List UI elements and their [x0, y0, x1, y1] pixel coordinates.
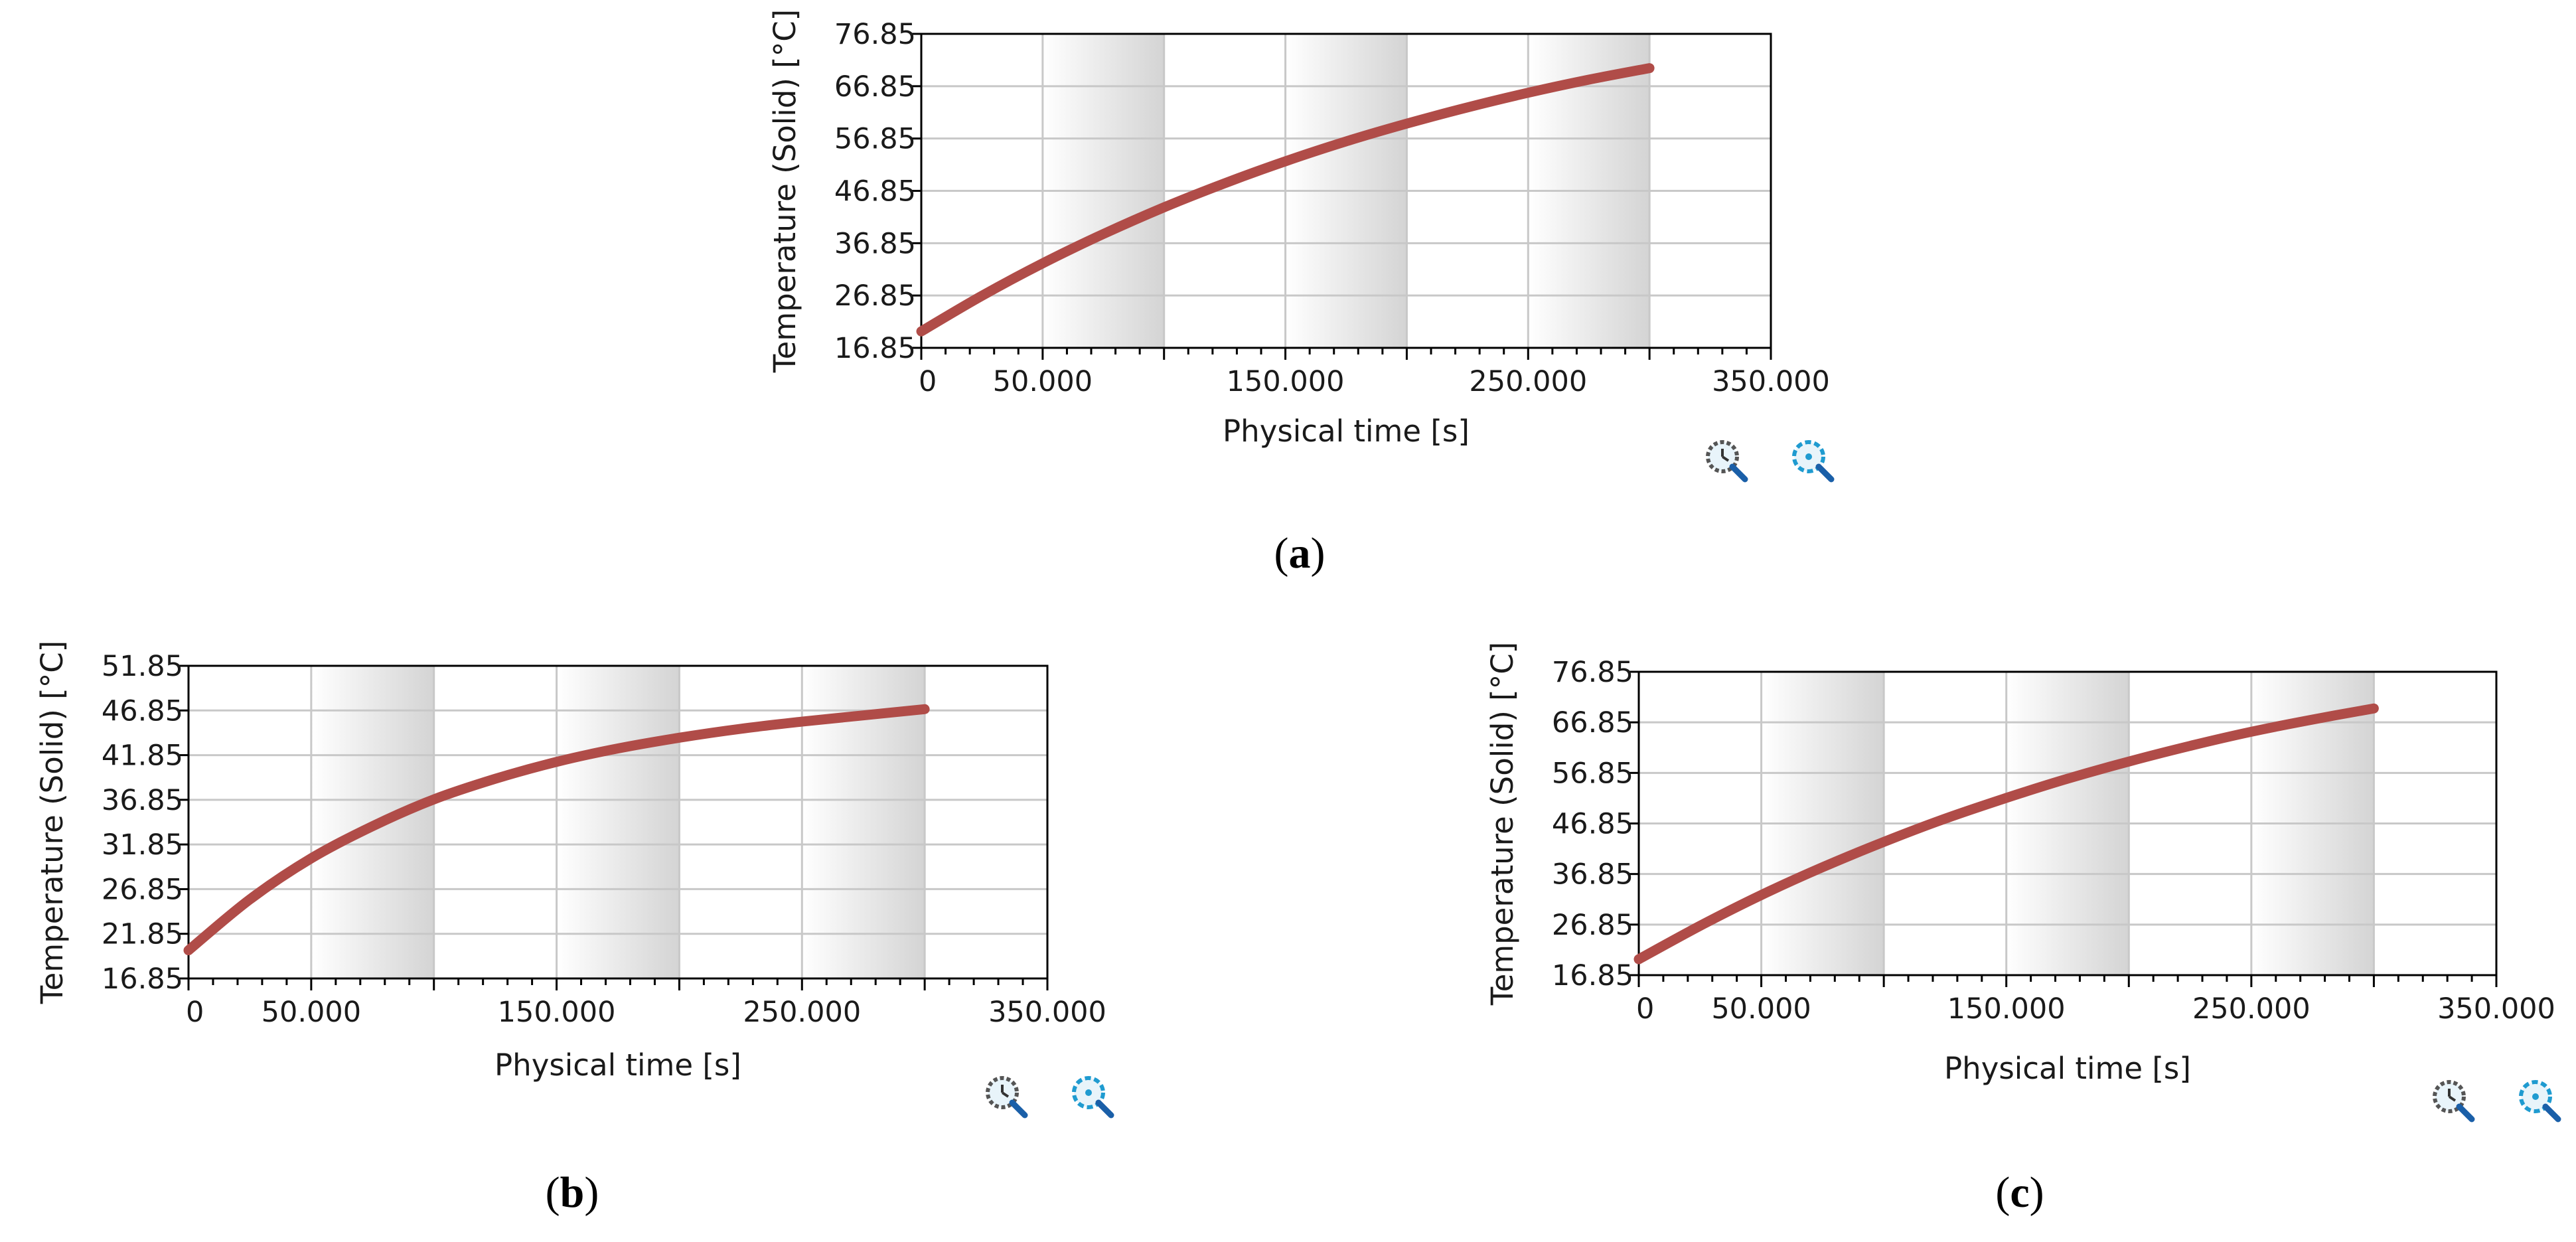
caption-paren-open: ( — [1274, 529, 1289, 578]
x-tick-label: 250.000 — [743, 996, 861, 1029]
y-tick-label: 46.85 — [102, 694, 183, 728]
x-tick-label: 150.000 — [1227, 365, 1345, 398]
series-line-temperature — [916, 63, 1655, 337]
zoom-reset-icon[interactable] — [1706, 440, 1748, 483]
x-axis-title: Physical time [s] — [1944, 1051, 2191, 1086]
y-tick-label: 46.85 — [1552, 808, 1633, 841]
x-tick-label: 0 — [919, 365, 937, 398]
caption-paren-close: ) — [1311, 529, 1326, 578]
y-tick-label: 41.85 — [102, 739, 183, 773]
y-tick-label: 66.85 — [1552, 706, 1633, 739]
x-tick-label: 50.000 — [1711, 992, 1811, 1026]
caption-letter: b — [560, 1168, 585, 1217]
zoom-reset-icon[interactable] — [2433, 1080, 2475, 1123]
x-tick-label: 350.000 — [988, 996, 1106, 1029]
caption-letter: c — [2010, 1168, 2029, 1217]
series-line-temperature — [1633, 703, 2379, 965]
caption-letter: a — [1289, 529, 1311, 578]
x-tick-label: 250.000 — [1469, 365, 1587, 398]
y-tick-label: 56.85 — [1552, 757, 1633, 790]
y-tick-label: 21.85 — [102, 918, 183, 951]
y-tick-label: 26.85 — [102, 873, 183, 906]
zoom-fit-icon[interactable] — [1792, 440, 1835, 483]
zoom-reset-icon[interactable] — [986, 1076, 1028, 1119]
chart-panel-c: 76.85 66.85 56.85 46.85 36.85 26.85 16.850 50.0… — [1485, 642, 2561, 1217]
plot-band — [556, 666, 680, 978]
y-tick-label: 46.85 — [834, 175, 916, 208]
panel-caption: (a) — [1274, 529, 1326, 578]
panel-caption: (b) — [546, 1168, 599, 1217]
x-axis-title: Physical time [s] — [494, 1048, 741, 1083]
y-tick-label: 26.85 — [834, 279, 916, 313]
plot-frame — [187, 664, 1049, 980]
caption-paren-open: ( — [546, 1168, 560, 1217]
y-tick-label: 16.85 — [102, 963, 183, 996]
y-tick-label: 66.85 — [834, 70, 916, 104]
x-tick-label: 150.000 — [1947, 992, 2066, 1026]
caption-paren-close: ) — [2030, 1168, 2044, 1217]
x-tick-label: 0 — [1636, 992, 1654, 1026]
y-tick-label: 36.85 — [102, 784, 183, 817]
y-tick-label: 56.85 — [834, 123, 916, 156]
zoom-fit-icon[interactable] — [1072, 1076, 1114, 1119]
x-tick-label: 150.000 — [498, 996, 616, 1029]
caption-paren-close: ) — [584, 1168, 599, 1217]
zoom-fit-icon[interactable] — [2519, 1080, 2561, 1123]
chart-panel-b: 51.85 46.85 41.85 36.85 31.85 26.85 21.85 16.85… — [35, 641, 1114, 1217]
series-line-temperature — [183, 704, 930, 956]
x-tick-label: 50.000 — [262, 996, 361, 1029]
chart-panel-a: 76.85 66.85 56.85 46.85 36.85 26.85 16.850 50.0… — [767, 9, 1835, 578]
x-tick-label: 350.000 — [2437, 992, 2555, 1026]
panel-caption: (c) — [1995, 1168, 2044, 1217]
x-tick-label: 350.000 — [1712, 365, 1830, 398]
y-axis-title: Temperature (Solid) [°C] — [35, 641, 70, 1004]
y-tick-label: 51.85 — [102, 650, 183, 683]
x-tick-label: 0 — [186, 996, 204, 1029]
x-axis-title: Physical time [s] — [1223, 414, 1470, 449]
y-tick-label: 36.85 — [834, 227, 916, 260]
x-tick-label: 50.000 — [993, 365, 1093, 398]
y-tick-label: 26.85 — [1552, 909, 1633, 942]
caption-paren-open: ( — [1995, 1168, 2010, 1217]
y-tick-label: 36.85 — [1552, 858, 1633, 892]
y-axis-title: Temperature (Solid) [°C] — [1485, 642, 1520, 1006]
y-tick-label: 16.85 — [834, 332, 916, 365]
y-tick-label: 31.85 — [102, 828, 183, 862]
y-tick-label: 16.85 — [1552, 959, 1633, 992]
y-tick-label: 76.85 — [1552, 656, 1633, 689]
y-tick-label: 76.85 — [834, 18, 916, 51]
x-tick-label: 250.000 — [2192, 992, 2311, 1026]
y-axis-title: Temperature (Solid) [°C] — [767, 9, 802, 373]
